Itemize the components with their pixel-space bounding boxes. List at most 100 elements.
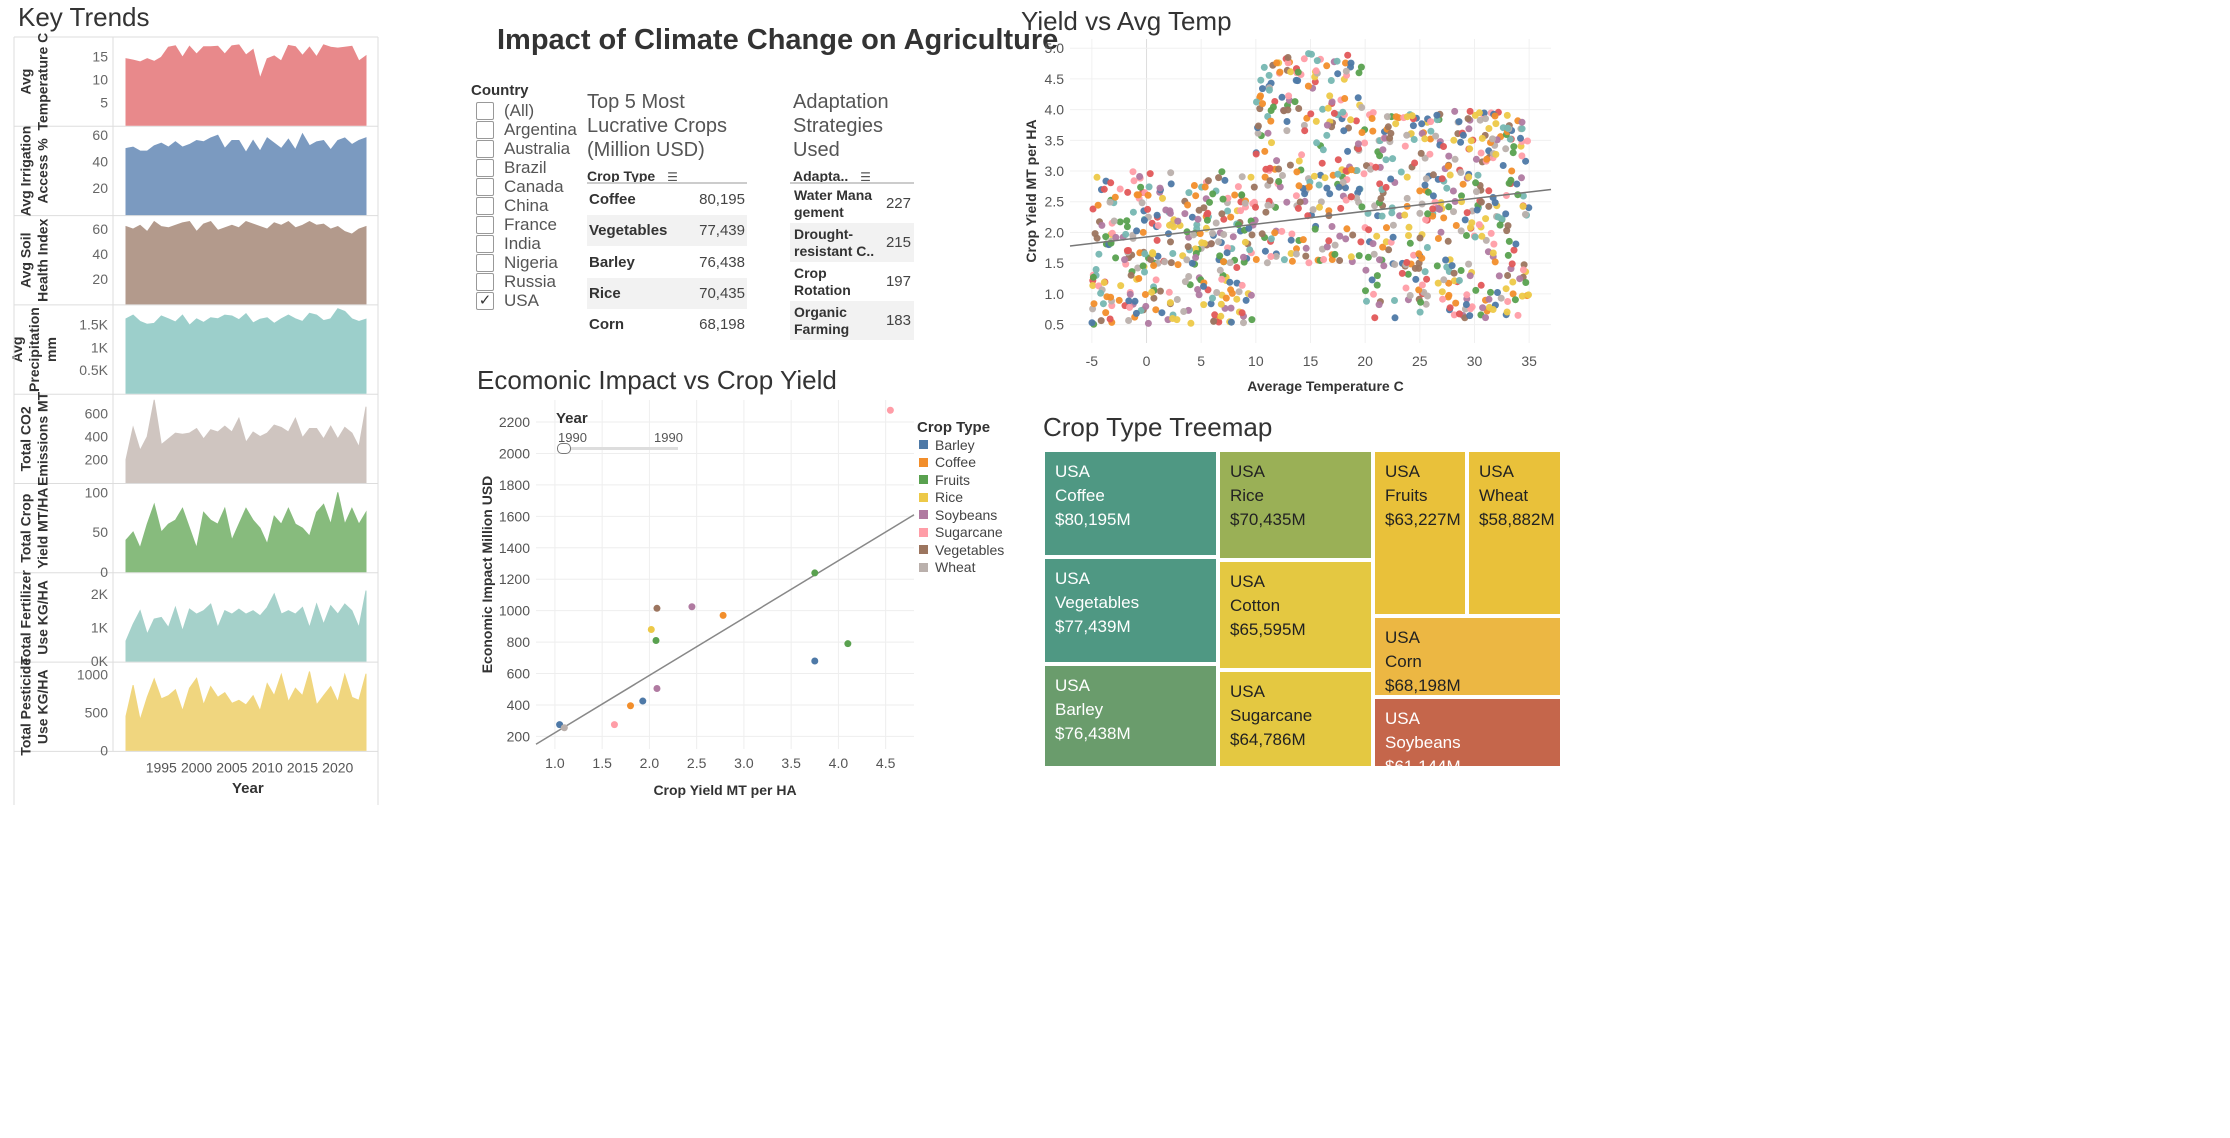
data-point[interactable] (1089, 273, 1097, 281)
data-point[interactable] (1323, 62, 1331, 70)
data-point[interactable] (1504, 124, 1512, 132)
data-point[interactable] (1347, 59, 1355, 67)
data-point[interactable] (1380, 262, 1388, 270)
data-point[interactable] (1457, 138, 1465, 146)
data-point[interactable] (1307, 110, 1315, 118)
data-point[interactable] (1339, 108, 1347, 116)
treemap-cell[interactable]: USA Fruits $63,227M (1373, 450, 1467, 616)
data-point[interactable] (1398, 269, 1406, 277)
data-point[interactable] (1267, 253, 1275, 260)
data-point[interactable] (1283, 118, 1291, 125)
data-point[interactable] (1472, 179, 1480, 187)
data-point[interactable] (1440, 214, 1448, 222)
data-point[interactable] (1300, 55, 1308, 63)
data-point[interactable] (1368, 276, 1376, 284)
data-point[interactable] (1383, 113, 1391, 121)
data-point[interactable] (1514, 311, 1522, 319)
data-point[interactable] (1126, 290, 1134, 298)
data-point[interactable] (1471, 233, 1479, 241)
data-point[interactable] (1125, 317, 1133, 324)
data-point[interactable] (1154, 222, 1162, 229)
data-point[interactable] (1427, 127, 1435, 135)
checkbox[interactable] (476, 215, 494, 234)
legend-item[interactable]: Fruits (919, 471, 970, 488)
data-point[interactable] (1279, 172, 1286, 179)
data-point[interactable] (1411, 159, 1419, 167)
data-point[interactable] (1494, 213, 1502, 221)
data-point[interactable] (1402, 284, 1410, 292)
data-point[interactable] (1112, 254, 1120, 262)
data-point[interactable] (1379, 146, 1387, 154)
data-point[interactable] (1433, 262, 1441, 270)
data-point[interactable] (1312, 67, 1320, 75)
data-point[interactable] (1505, 179, 1513, 187)
data-point[interactable] (1465, 173, 1473, 181)
data-point[interactable] (1312, 117, 1320, 125)
data-point[interactable] (1223, 249, 1231, 257)
data-point[interactable] (1166, 299, 1174, 307)
data-point[interactable] (1319, 105, 1327, 113)
data-point[interactable] (1150, 294, 1158, 302)
data-point[interactable] (1427, 135, 1434, 143)
data-point[interactable] (1287, 68, 1295, 76)
data-point[interactable] (1421, 181, 1429, 189)
treemap-cell[interactable]: USA Sugarcane $64,786M (1218, 670, 1373, 768)
data-point[interactable] (1492, 150, 1500, 158)
data-point[interactable] (1496, 221, 1504, 229)
data-point[interactable] (1209, 294, 1216, 302)
data-point[interactable] (1129, 208, 1137, 216)
data-point[interactable] (1280, 107, 1288, 115)
data-point[interactable] (1368, 115, 1376, 122)
data-point[interactable] (1489, 135, 1496, 143)
data-point[interactable] (1195, 291, 1203, 299)
checkbox[interactable]: ✓ (476, 291, 494, 310)
data-point[interactable] (1267, 107, 1275, 114)
data-point[interactable] (1127, 271, 1135, 279)
data-point[interactable] (1358, 203, 1366, 211)
data-point[interactable] (1142, 302, 1150, 310)
data-point[interactable] (1241, 199, 1249, 207)
data-point[interactable] (1246, 246, 1254, 254)
data-point[interactable] (1135, 275, 1143, 282)
data-point[interactable] (1519, 202, 1527, 210)
country-option[interactable]: ✓ USA (476, 291, 539, 310)
data-point[interactable] (1478, 134, 1486, 142)
data-point[interactable] (1341, 95, 1349, 102)
data-point[interactable] (1319, 146, 1327, 154)
data-point[interactable] (1112, 233, 1120, 241)
data-point[interactable] (1288, 230, 1296, 238)
data-point[interactable] (1192, 192, 1200, 200)
data-point[interactable] (1357, 63, 1365, 71)
data-point[interactable] (1291, 98, 1299, 106)
data-point[interactable] (1504, 251, 1512, 259)
data-point[interactable] (1385, 246, 1393, 254)
data-point[interactable] (1141, 291, 1149, 298)
data-point[interactable] (1459, 131, 1467, 139)
data-point[interactable] (1423, 275, 1431, 283)
country-option[interactable]: India (476, 234, 541, 253)
data-point[interactable] (1517, 134, 1524, 142)
data-point[interactable] (1102, 233, 1110, 241)
data-point[interactable] (1409, 122, 1417, 130)
data-point[interactable] (1388, 209, 1396, 217)
data-point[interactable] (1376, 256, 1383, 264)
data-point[interactable] (1518, 292, 1526, 300)
data-point[interactable] (1111, 193, 1119, 201)
data-point[interactable] (1353, 194, 1361, 202)
data-point[interactable] (1167, 238, 1174, 246)
data-point[interactable] (1097, 317, 1105, 325)
data-point[interactable] (1482, 314, 1489, 322)
data-point[interactable] (560, 724, 568, 732)
country-option[interactable]: Australia (476, 139, 570, 158)
data-point[interactable] (1522, 279, 1530, 286)
data-point[interactable] (1092, 266, 1100, 273)
data-point[interactable] (1422, 216, 1430, 224)
data-point[interactable] (1250, 183, 1258, 191)
data-point[interactable] (1410, 136, 1418, 143)
data-point[interactable] (1354, 140, 1362, 148)
data-point[interactable] (1426, 150, 1434, 158)
data-point[interactable] (1349, 231, 1357, 239)
data-point[interactable] (1474, 171, 1482, 179)
data-point[interactable] (1139, 228, 1147, 236)
data-point[interactable] (1487, 288, 1494, 296)
